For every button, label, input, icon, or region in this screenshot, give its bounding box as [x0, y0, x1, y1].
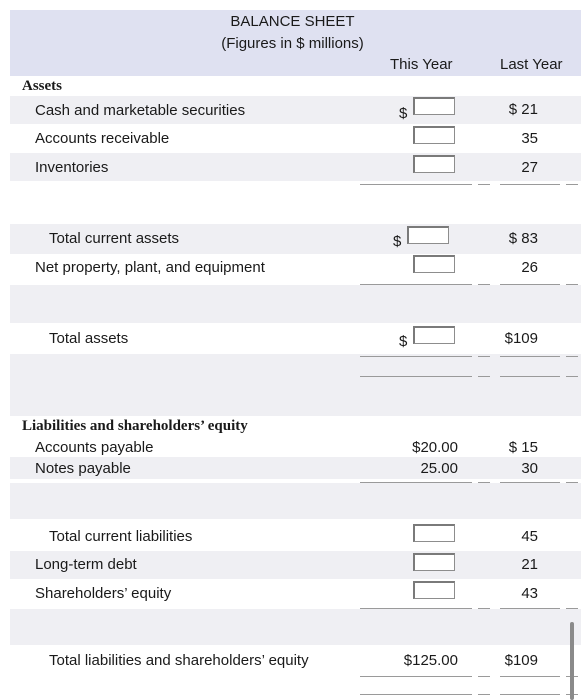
accounts-payable-label: Accounts payable: [35, 439, 154, 456]
long-term-debt-this-year-input[interactable]: [413, 553, 455, 571]
column-this-year: This Year: [390, 56, 453, 73]
total-assets-label: Total assets: [49, 330, 129, 347]
sum-rule: [360, 676, 472, 677]
shareholders-equity-this-year-input[interactable]: [413, 581, 455, 599]
rule-dash: [478, 184, 490, 185]
rule-dash: [478, 694, 490, 695]
notes-payable-label: Notes payable: [35, 460, 131, 477]
notes-payable-last-year: 30: [521, 460, 538, 477]
rule-dash: [566, 356, 578, 357]
total-current-liabilities-last-year: 45: [521, 528, 538, 545]
rule-dash: [566, 184, 578, 185]
row-band: [10, 551, 581, 579]
total-current-assets-last-year: $ 83: [508, 230, 538, 247]
liabilities-heading: Liabilities and shareholders’ equity: [22, 418, 248, 434]
sum-rule: [360, 184, 472, 185]
sum-rule: [360, 284, 472, 285]
rule-dash: [566, 284, 578, 285]
accounts-payable-last-year: $ 15: [508, 439, 538, 456]
rule-dash: [566, 376, 578, 377]
ppe-last-year: 26: [521, 259, 538, 276]
rule-dash: [566, 482, 578, 483]
long-term-debt-last-year: 21: [521, 556, 538, 573]
row-band: [10, 457, 581, 479]
notes-payable-this-year: 25.00: [420, 460, 458, 477]
cash-this-year-input[interactable]: [413, 97, 455, 115]
row-band: [10, 153, 581, 181]
sum-rule: [500, 356, 560, 357]
shareholders-equity-last-year: 43: [521, 585, 538, 602]
sum-rule: [360, 694, 472, 695]
total-liabilities-equity-label: Total liabilities and shareholders’ equi…: [49, 652, 309, 669]
sum-rule: [500, 608, 560, 609]
table-header: [10, 10, 581, 76]
assets-heading: Assets: [22, 78, 62, 94]
row-band: [10, 483, 581, 519]
rule-dash: [478, 356, 490, 357]
total-current-liabilities-label: Total current liabilities: [49, 528, 193, 545]
rule-dash: [478, 676, 490, 677]
ppe-label: Net property, plant, and equipment: [35, 259, 265, 276]
total-liabilities-equity-last-year: $109: [504, 652, 538, 669]
rule-dash: [478, 482, 490, 483]
rule-dash: [478, 284, 490, 285]
inventories-last-year: 27: [521, 159, 538, 176]
sum-rule: [360, 482, 472, 483]
total-assets-this-year-input[interactable]: [413, 326, 455, 344]
sum-rule: [500, 284, 560, 285]
sum-rule: [500, 676, 560, 677]
total-assets-dollar-sign: $: [399, 333, 408, 350]
row-band: [10, 285, 581, 323]
shareholders-equity-label: Shareholders’ equity: [35, 585, 172, 602]
total-current-assets-label: Total current assets: [49, 230, 180, 247]
accounts-payable-this-year: $20.00: [412, 439, 458, 456]
sum-rule: [500, 184, 560, 185]
sum-rule: [360, 376, 472, 377]
inventories-this-year-input[interactable]: [413, 155, 455, 173]
sheet-subtitle: (Figures in $ millions): [221, 35, 364, 52]
total-current-liabilities-this-year-input[interactable]: [413, 524, 455, 542]
cash-dollar-sign: $: [399, 105, 408, 122]
cash-last-year: $ 21: [508, 101, 538, 118]
cash-label: Cash and marketable securities: [35, 102, 246, 119]
total-liabilities-equity-this-year: $125.00: [403, 652, 458, 669]
receivable-label: Accounts receivable: [35, 130, 170, 147]
row-band: [10, 354, 581, 416]
row-band: [10, 96, 581, 124]
receivable-this-year-input[interactable]: [413, 126, 455, 144]
sum-rule: [500, 694, 560, 695]
row-band: [10, 609, 581, 645]
receivable-last-year: 35: [521, 130, 538, 147]
row-band: [10, 224, 581, 254]
total-current-assets-dollar-sign: $: [393, 233, 402, 250]
sum-rule: [500, 482, 560, 483]
long-term-debt-label: Long-term debt: [35, 556, 137, 573]
rule-dash: [566, 608, 578, 609]
sum-rule: [360, 356, 472, 357]
inventories-label: Inventories: [35, 159, 109, 176]
total-assets-last-year: $109: [504, 330, 538, 347]
sheet-title: BALANCE SHEET: [230, 13, 355, 30]
vertical-scrollbar[interactable]: [570, 622, 574, 700]
sum-rule: [500, 376, 560, 377]
column-last-year: Last Year: [500, 56, 563, 73]
sum-rule: [360, 608, 472, 609]
rule-dash: [478, 376, 490, 377]
total-current-assets-this-year-input[interactable]: [407, 226, 449, 244]
ppe-this-year-input[interactable]: [413, 255, 455, 273]
rule-dash: [478, 608, 490, 609]
